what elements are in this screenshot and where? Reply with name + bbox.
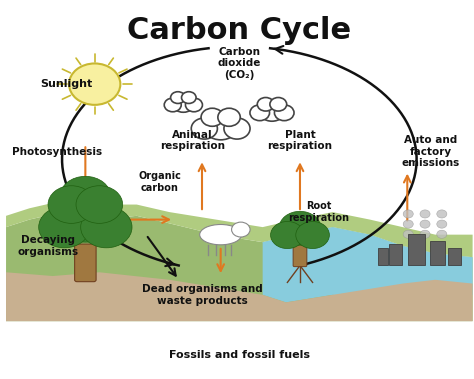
Circle shape xyxy=(185,98,202,112)
Circle shape xyxy=(76,186,123,223)
Text: Plant
respiration: Plant respiration xyxy=(267,130,332,151)
FancyBboxPatch shape xyxy=(6,2,473,321)
FancyBboxPatch shape xyxy=(408,234,425,265)
Text: Carbon
dioxide
(CO₂): Carbon dioxide (CO₂) xyxy=(218,47,261,80)
Circle shape xyxy=(270,97,287,111)
Ellipse shape xyxy=(200,224,242,245)
Circle shape xyxy=(201,108,223,126)
Circle shape xyxy=(420,230,430,238)
Circle shape xyxy=(437,230,447,238)
Text: Dead organisms and
waste products: Dead organisms and waste products xyxy=(142,284,263,305)
PathPatch shape xyxy=(263,227,473,302)
Circle shape xyxy=(60,176,111,218)
Circle shape xyxy=(279,211,321,245)
Circle shape xyxy=(53,190,118,242)
FancyBboxPatch shape xyxy=(389,244,402,265)
Circle shape xyxy=(403,210,413,218)
FancyBboxPatch shape xyxy=(430,241,445,265)
Circle shape xyxy=(274,105,294,121)
Circle shape xyxy=(39,207,90,248)
Text: Photosynthesis: Photosynthesis xyxy=(12,147,102,157)
Circle shape xyxy=(271,221,304,249)
FancyBboxPatch shape xyxy=(378,248,388,265)
Circle shape xyxy=(257,97,274,111)
Text: Auto and
factory
emissions: Auto and factory emissions xyxy=(401,135,460,169)
FancyBboxPatch shape xyxy=(448,248,461,265)
Circle shape xyxy=(250,105,270,121)
Circle shape xyxy=(172,94,195,112)
Circle shape xyxy=(420,210,430,218)
PathPatch shape xyxy=(6,272,473,321)
FancyBboxPatch shape xyxy=(293,241,307,266)
Circle shape xyxy=(69,63,120,105)
Text: Organic
carbon: Organic carbon xyxy=(138,171,182,193)
Circle shape xyxy=(403,220,413,228)
PathPatch shape xyxy=(6,201,473,257)
Circle shape xyxy=(164,98,181,112)
Text: Carbon Cycle: Carbon Cycle xyxy=(127,16,351,45)
Circle shape xyxy=(171,92,185,103)
Circle shape xyxy=(403,230,413,238)
Circle shape xyxy=(232,222,250,237)
Circle shape xyxy=(296,221,329,249)
PathPatch shape xyxy=(6,212,473,321)
Text: Decaying
organisms: Decaying organisms xyxy=(18,235,79,257)
Text: Fossils and fossil fuels: Fossils and fossil fuels xyxy=(169,350,310,360)
Text: Sunlight: Sunlight xyxy=(41,79,93,89)
Circle shape xyxy=(218,108,240,126)
Circle shape xyxy=(81,207,132,248)
Circle shape xyxy=(224,118,250,139)
Circle shape xyxy=(437,220,447,228)
Text: Animal
respiration: Animal respiration xyxy=(160,130,225,151)
Circle shape xyxy=(259,100,285,121)
Circle shape xyxy=(420,220,430,228)
FancyBboxPatch shape xyxy=(74,244,96,282)
Circle shape xyxy=(437,210,447,218)
Circle shape xyxy=(191,118,218,139)
Circle shape xyxy=(203,111,238,140)
Circle shape xyxy=(48,186,95,223)
Text: Root
respiration: Root respiration xyxy=(288,201,349,223)
Circle shape xyxy=(182,92,196,103)
